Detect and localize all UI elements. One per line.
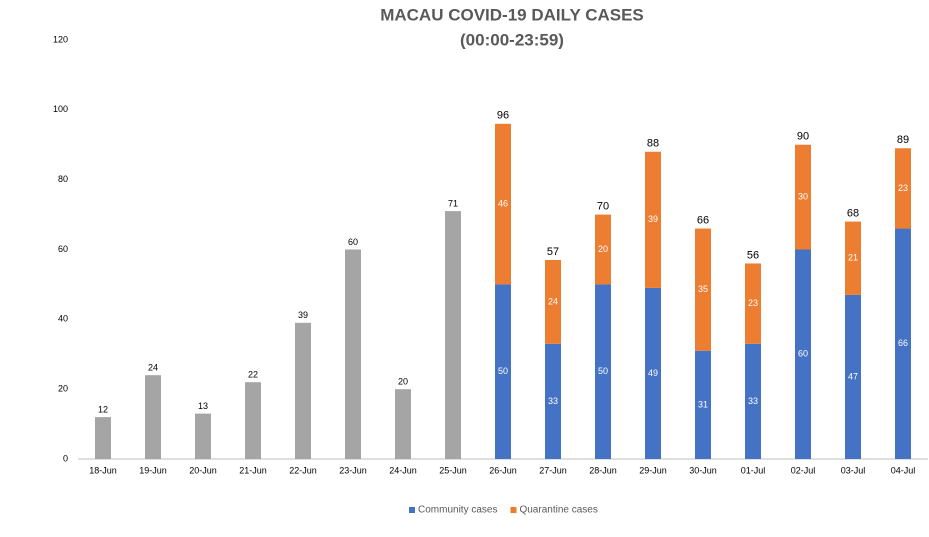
bar-segment [595,214,611,285]
data-label: 60 [798,349,808,359]
data-label: 33 [748,396,758,406]
x-tick-label: 29-Jun [639,465,667,475]
data-label: 20 [398,377,408,387]
data-label: 71 [448,198,458,208]
bar-segment [745,263,761,344]
x-tick-label: 03-Jul [841,465,866,475]
data-label: 46 [498,198,508,208]
y-tick-label: 120 [53,34,68,44]
bar-segment [145,375,161,459]
bar-segment [595,284,611,459]
data-label: 23 [748,298,758,308]
legend-label: Quarantine cases [519,505,597,516]
total-label: 68 [847,207,859,219]
data-label: 22 [248,370,258,380]
y-tick-label: 80 [58,174,68,184]
x-tick-label: 22-Jun [289,465,317,475]
x-tick-label: 25-Jun [439,465,467,475]
data-label: 24 [548,296,558,306]
data-label: 60 [348,237,358,247]
bar-segment [195,413,211,459]
legend-swatch [409,507,415,513]
bar-segment [795,249,811,459]
bar-segment [395,389,411,459]
x-tick-label: 26-Jun [489,465,517,475]
data-label: 21 [848,253,858,263]
x-tick-label: 20-Jun [189,465,217,475]
x-tick-label: 27-Jun [539,465,567,475]
total-label: 88 [647,138,659,150]
bar-segment [795,144,811,250]
total-label: 57 [547,246,559,258]
x-tick-label: 02-Jul [791,465,816,475]
data-label: 66 [898,338,908,348]
bar-segment [845,294,861,459]
x-tick-label: 19-Jun [139,465,167,475]
bar-segment [295,322,311,459]
legend-label: Community cases [418,505,497,516]
bar-segment [345,249,361,459]
x-tick-label: 01-Jul [741,465,766,475]
data-label: 49 [648,368,658,378]
data-label: 23 [898,183,908,193]
bar-segment [895,148,911,229]
data-label: 33 [548,396,558,406]
bar-segment [695,350,711,459]
chart-subtitle: (00:00-23:59) [460,30,564,49]
data-label: 31 [698,399,708,409]
total-label: 89 [897,134,909,146]
data-label: 50 [498,366,508,376]
data-label: 39 [298,310,308,320]
bar-segment [545,343,561,459]
data-label: 13 [198,401,208,411]
x-tick-label: 18-Jun [89,465,117,475]
x-tick-label: 23-Jun [339,465,367,475]
x-tick-label: 21-Jun [239,465,267,475]
total-label: 56 [747,249,759,261]
y-tick-label: 20 [58,384,68,394]
total-label: 66 [697,214,709,226]
bar-segment [845,221,861,295]
bar-segment [645,287,661,459]
bar-segment [495,284,511,459]
data-label: 24 [148,363,158,373]
data-label: 39 [648,214,658,224]
bar-segment [95,417,111,459]
y-tick-label: 0 [63,453,68,463]
y-tick-label: 100 [53,104,68,114]
bar-segment [645,151,661,288]
x-tick-label: 04-Jul [891,465,916,475]
bar-segment [695,228,711,351]
data-label: 50 [598,366,608,376]
data-label: 35 [698,284,708,294]
x-tick-label: 24-Jun [389,465,417,475]
data-label: 47 [848,371,858,381]
legend-swatch [510,507,517,513]
chart-title: MACAU COVID-19 DAILY CASES [380,5,644,24]
total-label: 70 [597,200,609,212]
bar-segment [545,259,561,344]
total-label: 90 [797,131,809,143]
x-tick-label: 30-Jun [689,465,717,475]
data-label: 12 [98,404,108,414]
data-label: 20 [598,244,608,254]
data-label: 30 [798,192,808,202]
y-tick-label: 60 [58,244,68,254]
bar-segment [445,211,461,459]
bar-segment [495,123,511,285]
bar-segment [895,228,911,459]
y-tick-label: 40 [58,314,68,324]
x-tick-label: 28-Jun [589,465,617,475]
bar-segment [245,382,261,459]
bar-segment [745,343,761,459]
total-label: 96 [497,110,509,122]
